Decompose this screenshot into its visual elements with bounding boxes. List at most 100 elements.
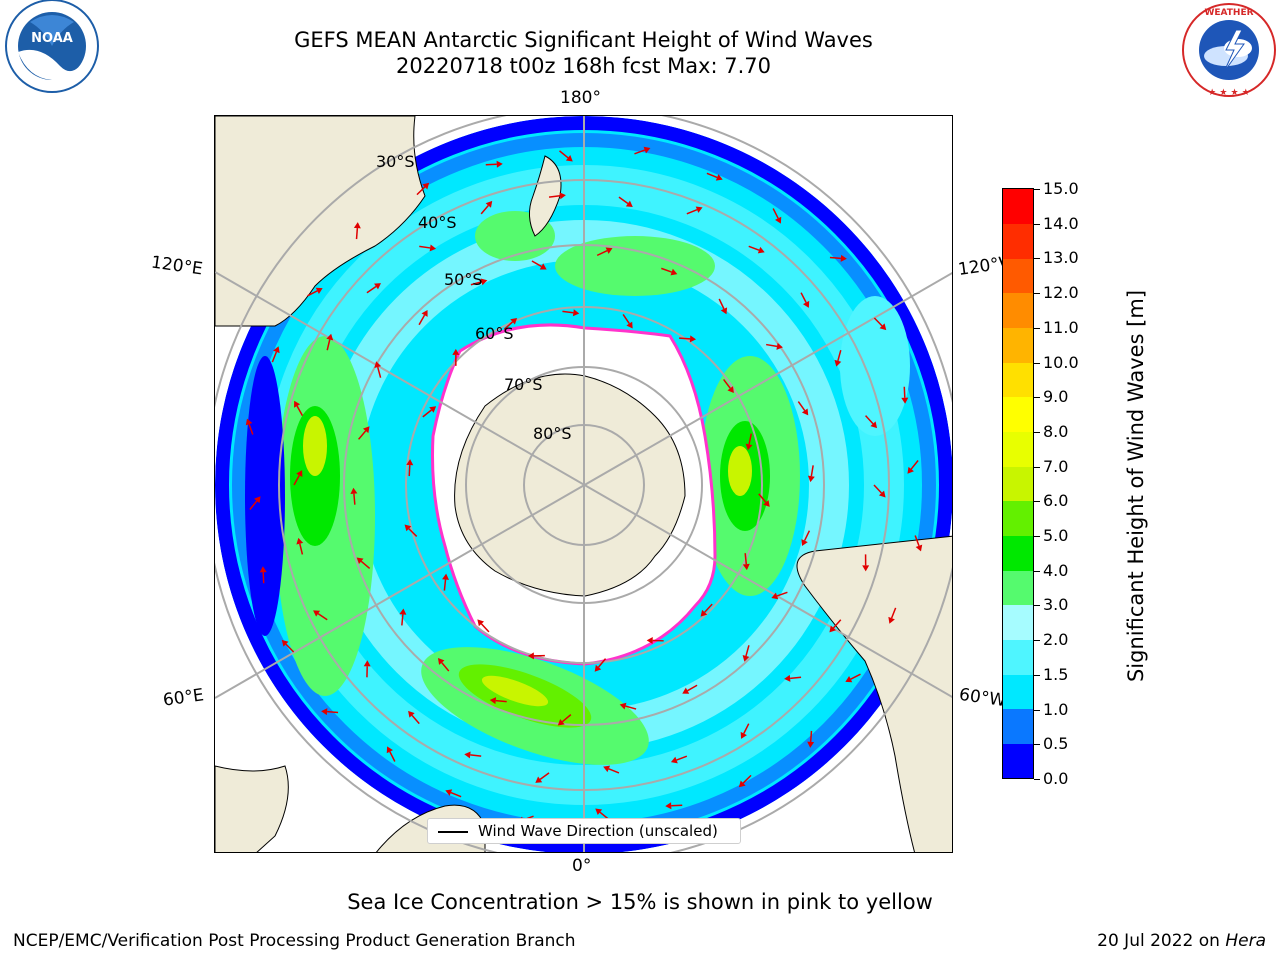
colorbar-segment [1003, 535, 1033, 571]
colorbar-tick-label: 15.0 [1043, 179, 1079, 198]
wave-direction-arrow [489, 697, 507, 705]
map-legend: Wind Wave Direction (unscaled) [427, 818, 741, 844]
wave-direction-arrow [452, 348, 460, 366]
wave-direction-arrow [807, 465, 815, 483]
wave-direction-arrow [419, 244, 437, 252]
wave-direction-arrow [416, 182, 430, 196]
colorbar-segment [1003, 292, 1033, 329]
lat-label-50s: 50°S [444, 270, 483, 289]
wave-direction-arrow [784, 674, 802, 682]
wave-direction-arrow [682, 684, 698, 694]
colorbar-tick-label: 6.0 [1043, 491, 1069, 511]
colorbar-tick-label: 4.0 [1043, 560, 1069, 580]
wave-direction-arrow [531, 260, 547, 270]
sea-ice-note-text: Sea Ice Concentration > 15% is shown in … [347, 890, 933, 914]
wave-direction-arrow [408, 710, 420, 725]
wave-direction-arrow [356, 557, 371, 570]
colorbar-tick [1034, 327, 1040, 329]
wave-direction-arrow [313, 610, 328, 621]
wave-direction-arrow [485, 160, 503, 168]
colorbar-tick-label: 13.0 [1043, 248, 1079, 268]
wave-direction-arrow [914, 535, 923, 552]
wave-direction-arrow [406, 459, 414, 477]
wave-direction-arrow [807, 730, 815, 748]
wave-direction-arrow [686, 206, 703, 215]
wave-direction-arrow [801, 530, 811, 547]
colorbar-segment [1003, 327, 1033, 363]
lon-label-lower-left: 60°E [161, 685, 206, 711]
wave-direction-arrow [464, 751, 482, 759]
wave-direction-arrow [646, 637, 664, 645]
colorbar-tick-label: 11.0 [1043, 317, 1079, 337]
wave-direction-arrow [618, 196, 633, 208]
colorbar-tick-label: 1.5 [1043, 664, 1069, 684]
colorbar-segment [1003, 362, 1033, 398]
wave-direction-arrow [619, 702, 637, 710]
svg-text:★ ★ ★ ★: ★ ★ ★ ★ [1208, 88, 1250, 98]
wave-direction-arrow [771, 591, 788, 600]
lat-label-70s: 70°S [504, 375, 543, 394]
wave-direction-arrow [829, 619, 842, 633]
wave-direction-arrow [366, 283, 382, 294]
colorbar-segment [1003, 396, 1033, 433]
wave-direction-arrow [634, 146, 651, 155]
wave-direction-arrow [418, 309, 428, 326]
colorbar-tick-label: 3.0 [1043, 595, 1069, 615]
wave-direction-arrow [766, 342, 783, 350]
noaa-logo: NOAA [0, 0, 104, 104]
colorbar-tick-label: 0.0 [1043, 769, 1069, 788]
lon-label-bottom: 0° [572, 856, 592, 876]
wave-direction-arrow [353, 222, 361, 240]
lat-label-80s: 80°S [533, 424, 572, 443]
wave-direction-arrow [535, 772, 550, 783]
machine-name: Hera [1225, 931, 1266, 951]
colorbar-tick-label: 7.0 [1043, 456, 1069, 476]
chart-title: GEFS MEAN Antarctic Significant Height o… [294, 28, 873, 52]
colorbar-tick [1034, 709, 1040, 711]
wave-direction-arrow [358, 426, 370, 440]
wave-direction-arrow [374, 361, 382, 378]
wave-direction-arrow [548, 192, 566, 200]
colorbar-segment [1003, 639, 1033, 675]
wave-direction-arrow [723, 379, 734, 394]
wave-direction-arrow [245, 418, 254, 435]
wave-direction-arrow [800, 292, 810, 308]
nws-logo: WEATHER ★ ★ ★ ★ [1178, 0, 1280, 102]
wave-direction-arrow [748, 245, 765, 254]
colorbar-tick-label: 9.0 [1043, 387, 1069, 407]
colorbar-segment [1003, 189, 1033, 225]
wave-direction-arrow [665, 802, 683, 810]
wave-direction-arrow [445, 789, 462, 798]
antarctica-land [454, 373, 686, 597]
wave-direction-arrow [480, 200, 493, 215]
colorbar-segment [1003, 466, 1033, 502]
lat-label-60s: 60°S [475, 324, 514, 343]
colorbar-tick-label: 5.0 [1043, 526, 1069, 546]
date-text: 20 Jul 2022 on [1097, 931, 1226, 951]
wave-direction-arrow [622, 314, 633, 329]
wave-direction-arrow [603, 765, 620, 774]
wave-direction-arrow [797, 401, 809, 416]
wave-direction-arrow [901, 386, 909, 404]
wave-direction-arrow [595, 808, 609, 820]
wave-direction-arrow [363, 660, 371, 678]
chart-subtitle: 20220718 t00z 168h fcst Max: 7.70 [396, 54, 771, 78]
wave-direction-arrow [259, 566, 267, 584]
wave-direction-arrow [700, 603, 713, 617]
colorbar-tick-label: 10.0 [1043, 352, 1079, 372]
colorbar-tick [1034, 397, 1040, 399]
map-panel[interactable] [214, 115, 953, 853]
polar-map [215, 116, 952, 852]
wave-direction-arrow [888, 607, 897, 624]
colorbar-segment [1003, 743, 1033, 779]
wave-direction-arrow [670, 755, 688, 764]
credit-line: NCEP/EMC/Verification Post Processing Pr… [13, 931, 576, 951]
wave-direction-arrow [321, 708, 339, 716]
lat-label-30s: 30°S [376, 152, 415, 171]
wave-direction-arrow [740, 723, 750, 739]
graticule [215, 116, 952, 852]
wave-direction-arrow [745, 433, 753, 451]
legend-line-icon [438, 831, 468, 833]
colorbar-tick [1034, 570, 1040, 572]
wave-direction-arrow [477, 619, 490, 633]
